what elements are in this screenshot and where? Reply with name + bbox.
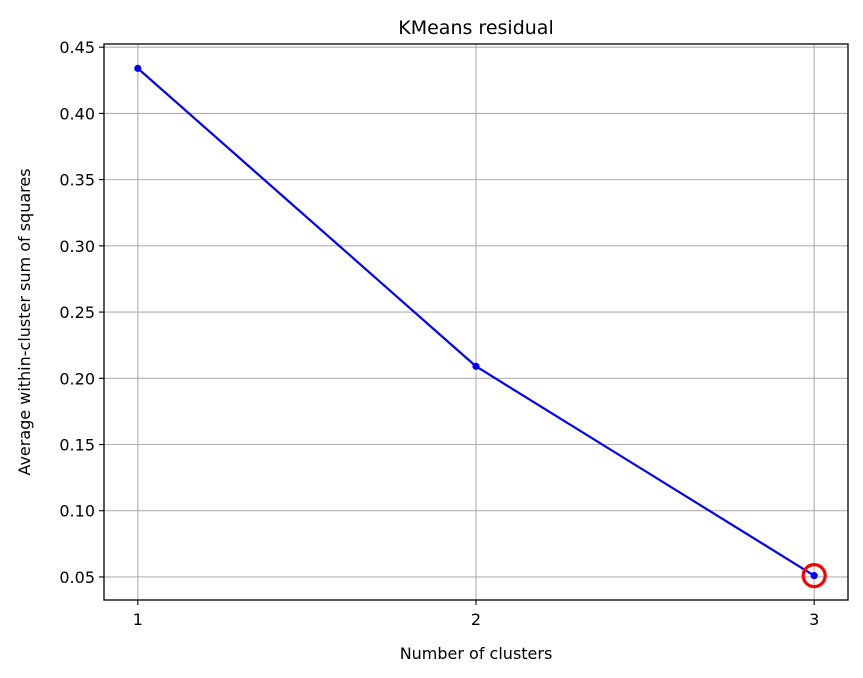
tick-layer: 1 2 3 0.05 0.10 0.15 0.20 0.25 0.30 0.35 0.40 0.45 xyxy=(59,38,819,629)
data-point xyxy=(472,362,480,370)
x-axis-label: Number of clusters xyxy=(400,644,553,663)
y-tick-label: 0.10 xyxy=(59,502,95,521)
series-layer xyxy=(134,64,827,589)
data-point xyxy=(810,572,818,580)
data-point xyxy=(134,64,142,72)
x-tick-label: 3 xyxy=(809,610,819,629)
y-tick-label: 0.25 xyxy=(59,303,95,322)
grid-lines xyxy=(104,44,848,600)
y-tick-label: 0.40 xyxy=(59,104,95,123)
chart-title: KMeans residual xyxy=(398,17,553,39)
y-tick-label: 0.45 xyxy=(59,38,95,57)
y-tick-label: 0.20 xyxy=(59,369,95,388)
highlight-circle xyxy=(801,563,827,589)
y-tick-label: 0.30 xyxy=(59,237,95,256)
x-tick-label: 1 xyxy=(133,610,143,629)
y-tick-label: 0.35 xyxy=(59,171,95,190)
y-tick-label: 0.05 xyxy=(59,568,95,587)
x-tick-label: 2 xyxy=(471,610,481,629)
y-tick-label: 0.15 xyxy=(59,436,95,455)
y-axis-label: Average within-cluster sum of squares xyxy=(15,168,34,475)
